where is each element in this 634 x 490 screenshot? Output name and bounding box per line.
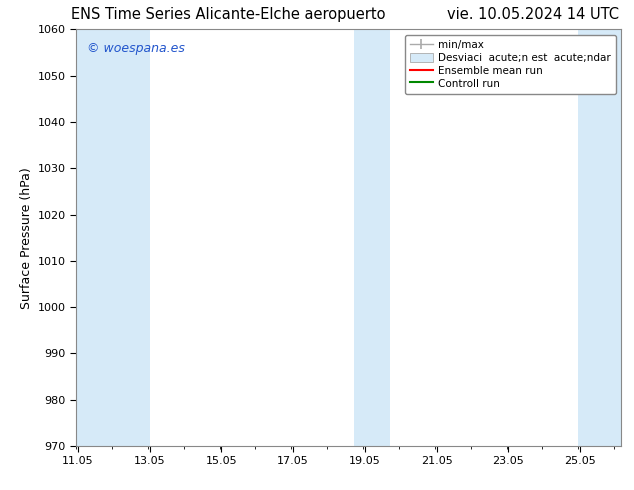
Text: ENS Time Series Alicante-Elche aeropuerto: ENS Time Series Alicante-Elche aeropuert…	[71, 7, 385, 23]
Y-axis label: Surface Pressure (hPa): Surface Pressure (hPa)	[20, 167, 34, 309]
Legend: min/max, Desviaci  acute;n est  acute;ndar, Ensemble mean run, Controll run: min/max, Desviaci acute;n est acute;ndar…	[405, 35, 616, 94]
Text: © woespana.es: © woespana.es	[87, 42, 185, 55]
Bar	[354, 29, 390, 446]
Text: vie. 10.05.2024 14 UTC: vie. 10.05.2024 14 UTC	[447, 7, 619, 23]
Bar	[76, 29, 150, 446]
Bar	[578, 29, 621, 446]
